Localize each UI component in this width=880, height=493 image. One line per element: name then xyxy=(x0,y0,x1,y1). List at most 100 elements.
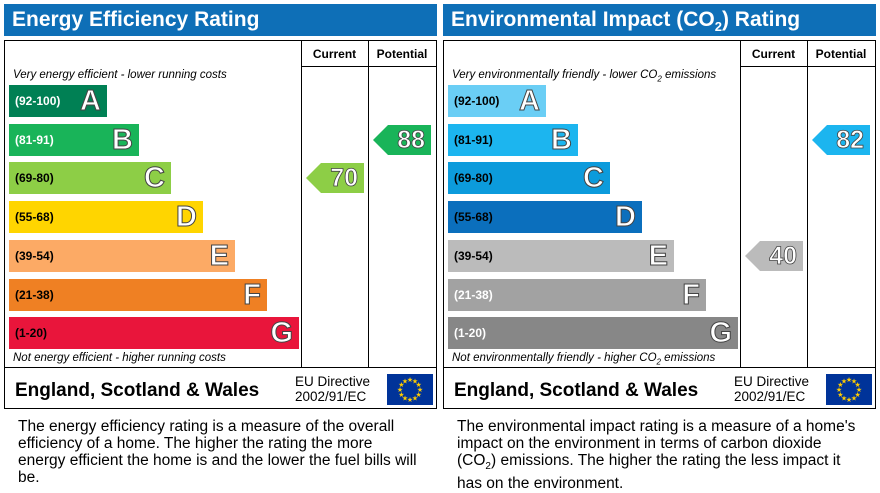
potential-column-header: Potential xyxy=(376,47,428,61)
divider xyxy=(368,41,369,367)
rating-band-g: (1-20) G xyxy=(9,317,299,350)
svg-text:★: ★ xyxy=(397,386,403,394)
band-letter: E xyxy=(209,239,229,272)
rating-band-b: (81-91) B xyxy=(9,123,139,156)
band-range-label: (21-38) xyxy=(454,287,493,302)
band-letter: B xyxy=(112,123,134,156)
rating-band-b: (81-91) B xyxy=(448,123,578,156)
top-note: Very environmentally friendly - lower CO… xyxy=(452,69,717,84)
svg-text:★: ★ xyxy=(412,395,418,403)
rating-value: 82 xyxy=(836,125,865,154)
divider xyxy=(740,41,741,367)
rating-band-g: (1-20) G xyxy=(448,317,738,350)
svg-text:★: ★ xyxy=(836,386,842,394)
svg-text:★: ★ xyxy=(837,381,843,389)
band-letter: D xyxy=(176,201,198,234)
band-letter: A xyxy=(80,85,102,118)
potential-rating-arrow: 88 xyxy=(373,124,431,155)
band-range-label: (81-91) xyxy=(15,132,54,147)
svg-text:★: ★ xyxy=(407,376,413,384)
svg-text:★: ★ xyxy=(855,391,861,399)
band-range-label: (69-80) xyxy=(454,171,493,186)
energy-panel-title: Energy Efficiency Rating xyxy=(4,4,437,36)
band-letter: G xyxy=(709,317,733,350)
directive-line1: EU Directive xyxy=(734,374,810,389)
current-rating-arrow: 70 xyxy=(306,163,364,194)
band-range-label: (92-100) xyxy=(454,94,500,108)
band-letter: C xyxy=(583,162,605,195)
directive-line2: 2002/91/EC xyxy=(734,389,806,404)
rating-band-c: (69-80) C xyxy=(9,162,171,195)
band-letter: B xyxy=(551,123,573,156)
svg-text:★: ★ xyxy=(851,395,857,403)
current-column-header: Current xyxy=(751,47,796,61)
divider xyxy=(5,367,436,368)
band-range-label: (39-54) xyxy=(454,248,493,263)
svg-text:★: ★ xyxy=(398,391,404,399)
environment-description: The environmental impact rating is a mea… xyxy=(457,418,856,493)
arrow-shape xyxy=(745,240,803,271)
rating-value: 88 xyxy=(397,125,426,154)
svg-text:★: ★ xyxy=(846,376,852,384)
svg-text:★: ★ xyxy=(855,381,861,389)
band-letter: E xyxy=(648,239,668,272)
arrow-shape xyxy=(812,124,870,155)
band-range-label: (69-80) xyxy=(15,171,54,186)
band-range-label: (92-100) xyxy=(15,94,61,108)
rating-band-a: (92-100) A xyxy=(9,85,107,118)
top-note: Very energy efficient - lower running co… xyxy=(13,69,227,81)
rating-band-c: (69-80) C xyxy=(448,162,610,195)
energy-efficiency-panel: Energy Efficiency Rating Current Potenti… xyxy=(4,0,437,493)
svg-text:★: ★ xyxy=(841,395,847,403)
star-ring: ★★★★★★★★★★★★ xyxy=(397,376,423,404)
band-range-label: (55-68) xyxy=(454,210,493,225)
svg-text:★: ★ xyxy=(402,395,408,403)
svg-text:★: ★ xyxy=(402,377,408,385)
region-label: England, Scotland & Wales xyxy=(454,380,699,401)
current-column-header: Current xyxy=(312,47,357,61)
rating-band-e: (39-54) E xyxy=(9,239,235,272)
band-letter: F xyxy=(682,278,701,311)
rating-band-d: (55-68) D xyxy=(448,201,642,234)
directive-line2: 2002/91/EC xyxy=(295,389,367,404)
rating-band-f: (21-38) F xyxy=(448,278,706,311)
band-range-label: (39-54) xyxy=(15,248,54,263)
band-letter: F xyxy=(243,278,262,311)
directive-line1: EU Directive xyxy=(295,374,371,389)
svg-text:★: ★ xyxy=(417,386,423,394)
environment-panel-title: Environmental Impact (CO2) Rating xyxy=(443,4,876,36)
band-range-label: (55-68) xyxy=(15,210,54,225)
potential-column-header: Potential xyxy=(815,47,867,61)
svg-text:★: ★ xyxy=(851,377,857,385)
star-ring: ★★★★★★★★★★★★ xyxy=(836,376,862,404)
eu-flag-icon: ★ ★ ★ ★ ★ ★ ★ ★ ★ ★ ★ ★ xyxy=(387,374,433,405)
band-letter: A xyxy=(519,85,541,118)
potential-rating-arrow: 82 xyxy=(812,124,870,155)
divider xyxy=(807,41,808,367)
rating-band-f: (21-38) F xyxy=(9,278,267,311)
energy-description: The energy efficiency rating is a measur… xyxy=(18,418,417,486)
arrow-shape xyxy=(306,163,364,194)
arrow-shape xyxy=(373,124,431,155)
svg-text:★: ★ xyxy=(412,377,418,385)
svg-text:★: ★ xyxy=(846,396,852,404)
band-range-label: (21-38) xyxy=(15,287,54,302)
divider xyxy=(301,66,436,67)
rating-band-e: (39-54) E xyxy=(448,239,674,272)
eu-directive: EU Directive 2002/91/EC xyxy=(734,374,809,404)
environment-rating-box: Current Potential Very environmentally f… xyxy=(443,40,876,409)
band-letter: C xyxy=(144,162,166,195)
svg-text:★: ★ xyxy=(856,386,862,394)
divider xyxy=(301,41,302,367)
eu-directive: EU Directive 2002/91/EC xyxy=(295,374,370,404)
environmental-impact-panel: Environmental Impact (CO2) Rating Curren… xyxy=(443,0,876,493)
bottom-note: Not environmentally friendly - higher CO… xyxy=(452,352,716,367)
divider xyxy=(444,367,875,368)
rating-value: 40 xyxy=(769,241,798,270)
svg-text:★: ★ xyxy=(398,381,404,389)
svg-text:★: ★ xyxy=(841,377,847,385)
svg-text:★: ★ xyxy=(837,391,843,399)
svg-text:★: ★ xyxy=(416,381,422,389)
band-range-label: (81-91) xyxy=(454,132,493,147)
bottom-note: Not energy efficient - higher running co… xyxy=(13,352,226,364)
